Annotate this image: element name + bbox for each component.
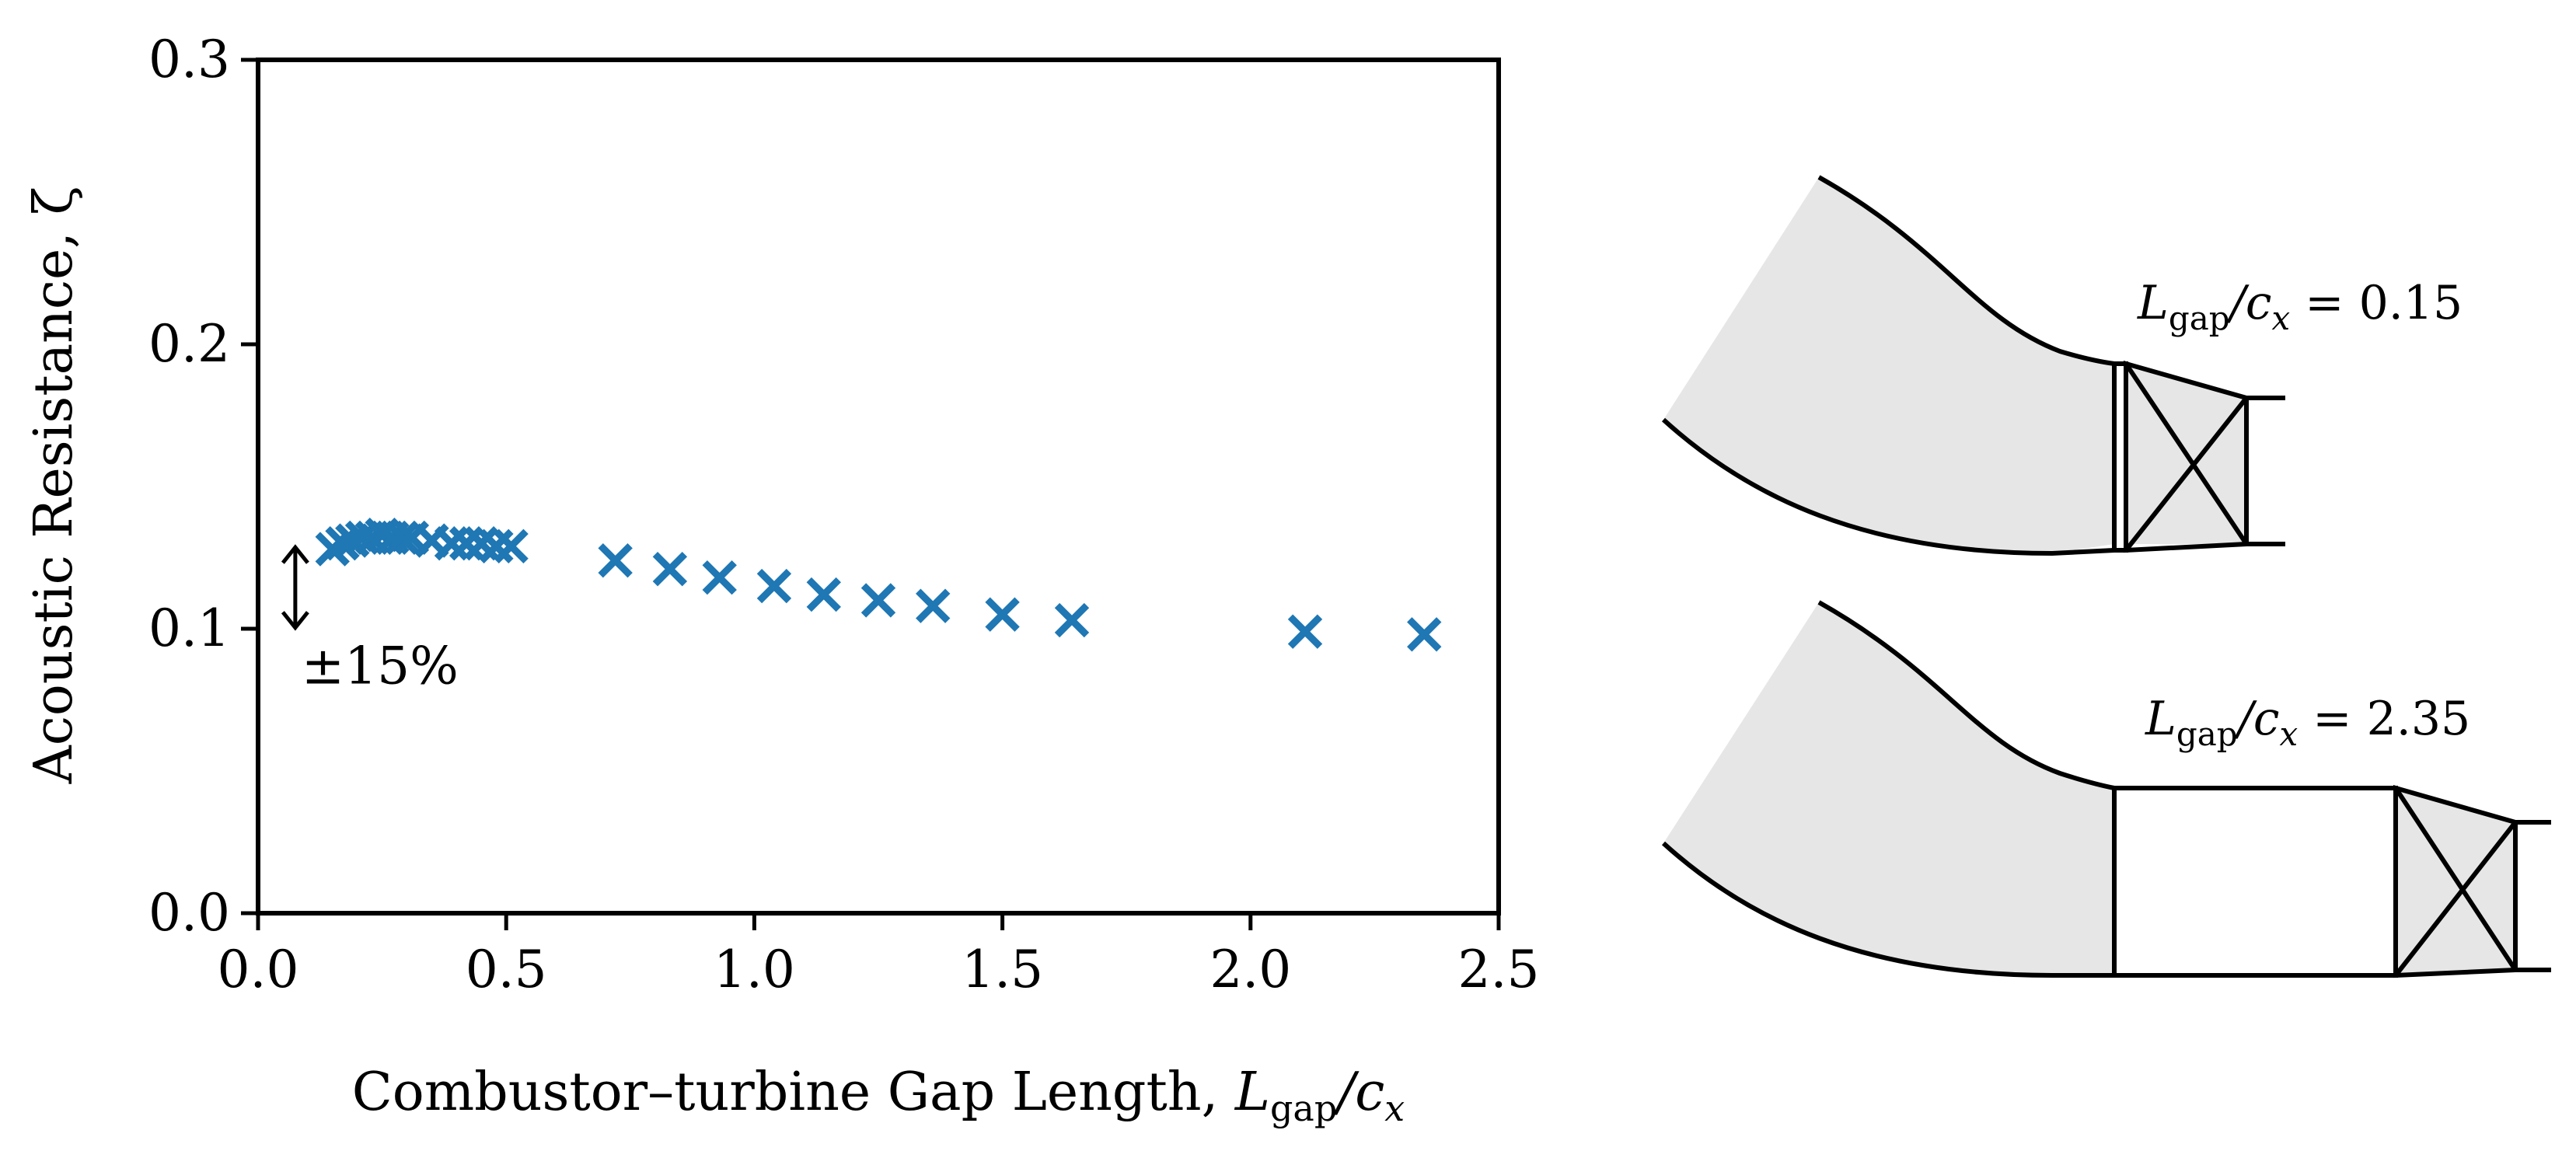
duct-fill xyxy=(1663,177,2246,553)
duct-upper-wall xyxy=(1817,175,2115,366)
data-point-marker xyxy=(806,577,841,612)
plot-frame xyxy=(256,58,1501,916)
uncertainty-arrow-head-top xyxy=(281,544,309,564)
x-tick-label: 2.5 xyxy=(1458,940,1540,999)
x-axis-title-tail: /c xyxy=(1332,1062,1384,1123)
label-sub: gap xyxy=(2169,299,2230,337)
duct-lower-wall xyxy=(1661,417,2115,556)
y-tick-label: 0.2 xyxy=(148,314,230,374)
x-axis-title-tail-sub: x xyxy=(1384,1087,1405,1129)
x-axis-title-var: L xyxy=(1234,1062,1270,1123)
uncertainty-label: ±15% xyxy=(302,637,459,696)
outlet-stubs xyxy=(2515,820,2551,972)
label-var: L xyxy=(2137,276,2169,330)
data-point-marker xyxy=(985,597,1020,632)
data-point-marker xyxy=(1407,617,1442,652)
schematic-label-short: Lgap/cx = 0.15 xyxy=(2137,276,2463,337)
x-tick-label: 2.0 xyxy=(1209,940,1291,999)
label-mid: /c xyxy=(2234,692,2280,746)
outlet-stubs xyxy=(2246,396,2285,546)
x-axis-title: Combustor–turbine Gap Length, Lgap/cx xyxy=(352,1062,1405,1129)
label-eq: = 2.35 xyxy=(2298,692,2470,746)
scatter-chart: 0.0 0.1 0.2 0.3 0.0 0.5 1.0 1.5 2.0 2.5 ±15% Aco… xyxy=(23,30,1539,1129)
duct-lower-wall xyxy=(1661,841,2114,978)
data-point-marker xyxy=(325,526,360,561)
x-tick-label: 1.5 xyxy=(962,940,1043,999)
x-tick-label: 0.0 xyxy=(218,940,299,999)
uncertainty-annotation: ±15% xyxy=(281,544,459,696)
data-point-marker xyxy=(1054,602,1090,638)
label-sub: gap xyxy=(2176,715,2238,753)
label-mid: /c xyxy=(2226,276,2272,330)
label-sub2: x xyxy=(2279,715,2298,753)
data-point-marker xyxy=(916,588,951,623)
y-axis-title: Acoustic Resistance, ζ xyxy=(23,187,85,785)
data-point-marker xyxy=(756,568,792,604)
schematic-short-gap: Lgap/cx = 0.15 xyxy=(1661,175,2463,556)
x-axis-title-sub: gap xyxy=(1270,1087,1337,1129)
data-markers xyxy=(315,518,1442,652)
blade-row-cross xyxy=(2124,362,2249,552)
data-point-marker xyxy=(494,528,529,564)
x-tick-label: 0.5 xyxy=(466,940,547,999)
duct-fill xyxy=(1663,602,2114,975)
data-point-marker xyxy=(598,542,633,578)
uncertainty-arrow-head-bottom xyxy=(281,611,309,631)
data-point-marker xyxy=(652,551,688,587)
x-axis-ticks: 0.0 0.5 1.0 1.5 2.0 2.5 xyxy=(218,913,1540,999)
blade-row-cross xyxy=(2393,787,2518,977)
schematic-long-gap: Lgap/cx = 2.35 xyxy=(1661,600,2551,978)
y-tick-label: 0.0 xyxy=(148,883,230,943)
x-axis-title-text: Combustor–turbine Gap Length, xyxy=(352,1062,1235,1123)
duct-upper-wall xyxy=(1817,600,2115,790)
data-point-marker xyxy=(702,560,737,595)
data-point-marker xyxy=(1287,614,1323,649)
x-tick-label: 1.0 xyxy=(714,940,795,999)
y-axis-ticks: 0.0 0.1 0.2 0.3 xyxy=(148,30,258,943)
gap-section xyxy=(2112,786,2398,978)
data-point-marker xyxy=(384,520,420,556)
y-tick-label: 0.1 xyxy=(148,598,230,658)
schematic-label-long: Lgap/cx = 2.35 xyxy=(2145,692,2470,753)
label-sub2: x xyxy=(2271,299,2290,337)
label-var: L xyxy=(2145,692,2176,746)
data-point-marker xyxy=(860,583,896,618)
label-eq: = 0.15 xyxy=(2290,276,2463,330)
y-tick-label: 0.3 xyxy=(148,30,230,89)
